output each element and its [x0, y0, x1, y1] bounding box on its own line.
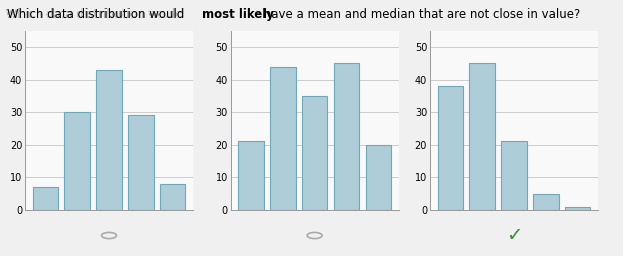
Text: have a mean and median that are not close in value?: have a mean and median that are not clos… — [260, 8, 580, 21]
Bar — [97, 70, 121, 210]
Text: ✓: ✓ — [506, 226, 522, 245]
Bar — [302, 96, 327, 210]
Bar — [533, 194, 559, 210]
Bar — [270, 67, 295, 210]
Text: Which data distribution would: Which data distribution would — [6, 8, 188, 21]
Bar — [160, 184, 186, 210]
Text: Which data distribution would: Which data distribution would — [7, 8, 189, 21]
Bar — [502, 142, 526, 210]
Bar — [128, 115, 154, 210]
Bar — [366, 145, 391, 210]
Bar — [32, 187, 58, 210]
Bar — [238, 142, 264, 210]
Bar — [334, 63, 359, 210]
Bar — [469, 63, 495, 210]
Bar — [565, 207, 591, 210]
Bar — [64, 112, 90, 210]
Text: most likely: most likely — [202, 8, 273, 21]
Text: Which data distribution would: Which data distribution would — [6, 8, 188, 21]
Bar — [437, 86, 463, 210]
